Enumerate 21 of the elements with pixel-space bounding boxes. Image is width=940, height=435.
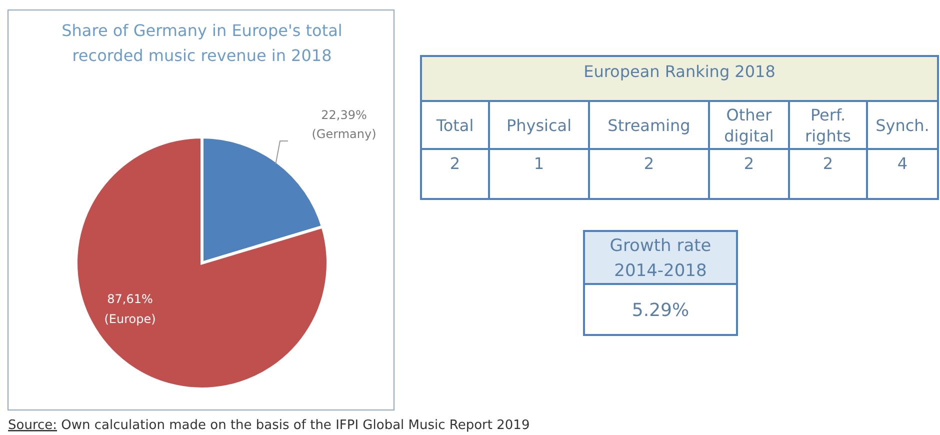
data-label: 2	[744, 154, 754, 173]
category-label: Physical	[506, 116, 572, 135]
data-label: 4	[897, 154, 908, 173]
slice-label: (Germany)	[312, 127, 376, 141]
text: European Ranking 2018	[584, 62, 776, 81]
data-label: 1	[534, 154, 544, 173]
data-label: 5.29%	[632, 300, 690, 321]
text: Growth rate 2014-2018	[610, 236, 712, 281]
data-label: 2	[822, 154, 834, 173]
category-label: Total	[435, 116, 474, 135]
category-label: Streaming	[608, 116, 690, 135]
source-note: Source: Own calculation made on the basis of the IFPI Global Music Report 2019	[8, 418, 530, 433]
category-label: Perf. rights	[805, 106, 851, 146]
data-label: 2	[644, 154, 654, 173]
slice-label: (Europe)	[104, 312, 156, 326]
data-label: 2	[450, 154, 460, 173]
data-label: 87,61%	[107, 292, 153, 306]
chart-title: Share of Germany in Europe's total recorded music revenue in 2018	[62, 21, 342, 65]
category-label: Synch.	[876, 116, 930, 135]
category-label: Other digital	[724, 106, 774, 146]
data-label: 22,39%	[321, 108, 367, 122]
